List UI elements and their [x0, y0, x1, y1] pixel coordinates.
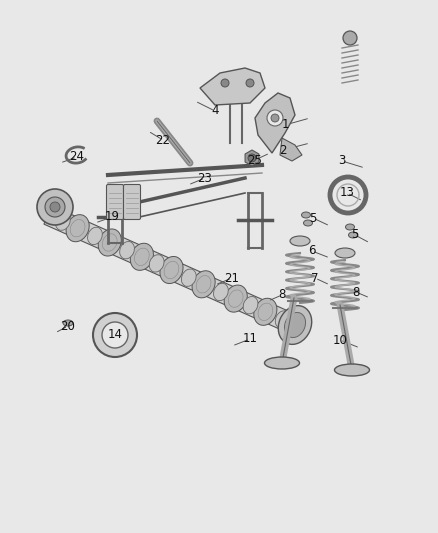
Circle shape — [45, 197, 65, 217]
Text: 13: 13 — [339, 187, 354, 199]
Ellipse shape — [149, 255, 164, 272]
Ellipse shape — [254, 298, 277, 325]
Text: 21: 21 — [225, 271, 240, 285]
Text: 8: 8 — [352, 286, 360, 298]
Text: 5: 5 — [351, 229, 359, 241]
Ellipse shape — [265, 357, 300, 369]
Polygon shape — [280, 138, 302, 161]
Ellipse shape — [335, 248, 355, 258]
Text: 1: 1 — [281, 118, 289, 132]
Circle shape — [50, 202, 60, 212]
Ellipse shape — [160, 256, 183, 284]
Circle shape — [271, 114, 279, 122]
Ellipse shape — [346, 224, 354, 230]
Ellipse shape — [349, 232, 357, 238]
Text: 14: 14 — [107, 328, 123, 342]
Ellipse shape — [284, 312, 306, 337]
Circle shape — [221, 79, 229, 87]
Text: 2: 2 — [279, 143, 287, 157]
Text: 20: 20 — [60, 319, 75, 333]
FancyBboxPatch shape — [124, 184, 141, 220]
Ellipse shape — [214, 284, 228, 301]
Ellipse shape — [224, 285, 247, 312]
Ellipse shape — [301, 212, 311, 218]
Polygon shape — [255, 93, 295, 153]
Circle shape — [102, 322, 128, 348]
Text: 22: 22 — [155, 133, 170, 147]
Polygon shape — [200, 68, 265, 105]
Ellipse shape — [63, 320, 73, 326]
Text: 19: 19 — [105, 211, 120, 223]
Text: 24: 24 — [70, 150, 85, 164]
Text: 8: 8 — [278, 288, 286, 302]
Ellipse shape — [120, 241, 134, 259]
Ellipse shape — [243, 296, 258, 314]
Ellipse shape — [131, 243, 153, 270]
Ellipse shape — [275, 311, 290, 328]
Circle shape — [248, 154, 256, 162]
Text: 3: 3 — [338, 155, 346, 167]
Text: 5: 5 — [309, 212, 317, 224]
Ellipse shape — [290, 236, 310, 246]
Ellipse shape — [335, 364, 370, 376]
Circle shape — [37, 189, 73, 225]
Text: 10: 10 — [332, 334, 347, 346]
Text: 25: 25 — [247, 154, 262, 166]
Ellipse shape — [66, 215, 89, 242]
Ellipse shape — [98, 229, 121, 256]
Circle shape — [93, 313, 137, 357]
Ellipse shape — [278, 305, 312, 344]
Text: 4: 4 — [211, 104, 219, 117]
FancyBboxPatch shape — [106, 184, 124, 220]
Ellipse shape — [181, 269, 196, 286]
Ellipse shape — [192, 271, 215, 298]
Text: 6: 6 — [308, 245, 316, 257]
Ellipse shape — [304, 220, 312, 226]
Text: 7: 7 — [311, 271, 319, 285]
Ellipse shape — [56, 213, 70, 230]
Text: 11: 11 — [243, 333, 258, 345]
Circle shape — [267, 110, 283, 126]
Text: 23: 23 — [198, 172, 212, 184]
Ellipse shape — [88, 227, 102, 245]
Circle shape — [343, 31, 357, 45]
Polygon shape — [44, 206, 299, 334]
Circle shape — [246, 79, 254, 87]
